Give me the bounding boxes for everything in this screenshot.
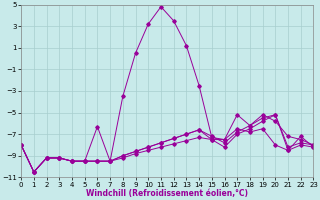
X-axis label: Windchill (Refroidissement éolien,°C): Windchill (Refroidissement éolien,°C) [86, 189, 248, 198]
